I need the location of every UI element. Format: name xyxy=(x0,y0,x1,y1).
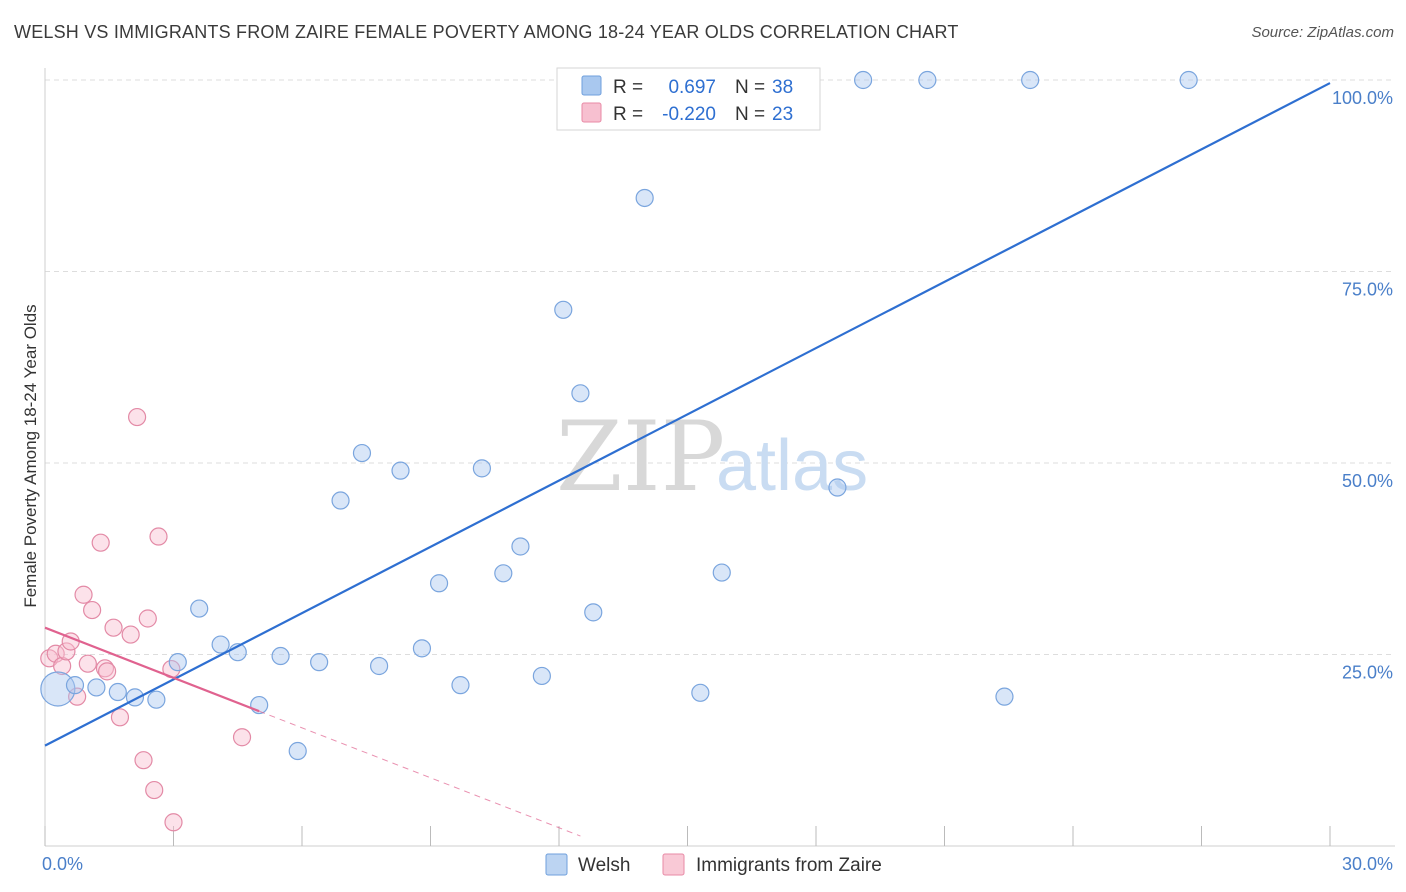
y-tick-label: 100.0% xyxy=(1332,88,1393,108)
zaire-point xyxy=(121,625,140,644)
bottom-legend-label-welsh: Welsh xyxy=(578,855,630,876)
welsh-point xyxy=(40,671,76,707)
welsh-point xyxy=(584,603,603,622)
stats-legend: R = 0.697 N = 38 R = -0.220 N = 23 xyxy=(556,67,821,131)
zaire-point xyxy=(98,662,117,681)
welsh-point xyxy=(571,384,590,403)
zaire-point xyxy=(68,687,87,706)
legend-n-value-welsh: 38 xyxy=(772,77,793,98)
welsh-point xyxy=(1179,70,1198,90)
zaire-point xyxy=(110,708,130,727)
y-axis-title: Female Poverty Among 18-24 Year Olds xyxy=(21,304,40,607)
welsh-point xyxy=(190,599,209,618)
welsh-point xyxy=(352,443,372,463)
zaire-trend-extension xyxy=(258,710,581,837)
welsh-point xyxy=(854,70,873,90)
source-credit: Source: ZipAtlas.com xyxy=(1251,24,1394,41)
y-tick-label: 75.0% xyxy=(1342,280,1393,300)
welsh-point xyxy=(1021,70,1040,90)
tick-labels: 25.0% 50.0% 75.0% 100.0% 0.0% 30.0% xyxy=(42,88,1393,874)
welsh-point xyxy=(712,563,731,582)
zaire-trend-line xyxy=(44,626,260,713)
welsh-point xyxy=(370,656,389,676)
legend-swatch-zaire xyxy=(581,102,602,123)
watermark: ZIP atlas xyxy=(556,401,868,513)
welsh-point xyxy=(995,687,1014,706)
zaire-point xyxy=(138,609,157,628)
welsh-point xyxy=(494,564,513,583)
welsh-point xyxy=(532,666,551,686)
zaire-point xyxy=(74,585,93,604)
legend-r-value-welsh: 0.697 xyxy=(668,77,716,98)
welsh-point xyxy=(554,300,573,319)
legend-n-label-zaire: N = xyxy=(735,104,765,125)
welsh-point xyxy=(391,461,410,480)
welsh-point xyxy=(828,478,847,497)
welsh-point xyxy=(511,537,530,556)
legend-n-label-welsh: N = xyxy=(735,77,765,98)
welsh-point xyxy=(635,188,654,208)
welsh-point xyxy=(310,653,329,672)
zaire-point xyxy=(57,642,76,661)
axes xyxy=(44,68,1395,847)
chart-title: WELSH VS IMMIGRANTS FROM ZAIRE FEMALE PO… xyxy=(14,22,959,42)
x-tick-label: 0.0% xyxy=(42,854,83,874)
welsh-trend-line xyxy=(44,82,1331,747)
legend-r-label-welsh: R = xyxy=(613,77,643,98)
x-tick-label: 30.0% xyxy=(1342,854,1393,874)
welsh-point xyxy=(271,646,290,666)
welsh-point xyxy=(472,459,491,478)
welsh-point xyxy=(211,635,230,654)
welsh-point xyxy=(168,653,187,672)
welsh-point xyxy=(918,70,937,90)
zaire-point xyxy=(149,527,168,546)
y-tick-label: 25.0% xyxy=(1342,663,1393,683)
zaire-point xyxy=(127,407,147,427)
welsh-point xyxy=(412,639,432,658)
bottom-legend-label-zaire: Immigrants from Zaire xyxy=(696,855,882,876)
zaire-point xyxy=(53,656,72,676)
watermark-zip: ZIP xyxy=(556,401,725,513)
bottom-legend-swatch-zaire xyxy=(662,853,685,876)
welsh-point xyxy=(691,683,710,702)
welsh-point xyxy=(108,682,127,702)
zaire-point xyxy=(232,728,252,747)
welsh-point xyxy=(288,741,307,761)
welsh-point xyxy=(147,690,166,709)
watermark-atlas: atlas xyxy=(716,426,868,506)
legend-n-value-zaire: 23 xyxy=(772,104,793,125)
zaire-point xyxy=(83,600,102,620)
bottom-legend: Welsh Immigrants from Zaire xyxy=(545,853,882,876)
legend-r-label-zaire: R = xyxy=(613,104,643,125)
trend-lines xyxy=(44,82,1331,837)
zaire-point xyxy=(78,654,97,673)
legend-r-value-zaire: -0.220 xyxy=(662,104,716,125)
zaire-point xyxy=(104,618,123,637)
zaire-point xyxy=(134,751,153,770)
welsh-point xyxy=(429,574,449,593)
welsh-point xyxy=(65,676,85,695)
zaire-point xyxy=(145,780,164,800)
legend-swatch-welsh xyxy=(581,75,602,96)
zaire-point xyxy=(95,659,115,678)
zaire-point xyxy=(91,533,110,552)
gridlines xyxy=(45,79,1395,655)
zaire-point xyxy=(164,813,183,832)
y-tick-label: 50.0% xyxy=(1342,471,1393,491)
welsh-point xyxy=(451,676,470,695)
welsh-point xyxy=(87,678,106,697)
welsh-point xyxy=(331,491,350,510)
bottom-legend-swatch-welsh xyxy=(545,853,568,876)
